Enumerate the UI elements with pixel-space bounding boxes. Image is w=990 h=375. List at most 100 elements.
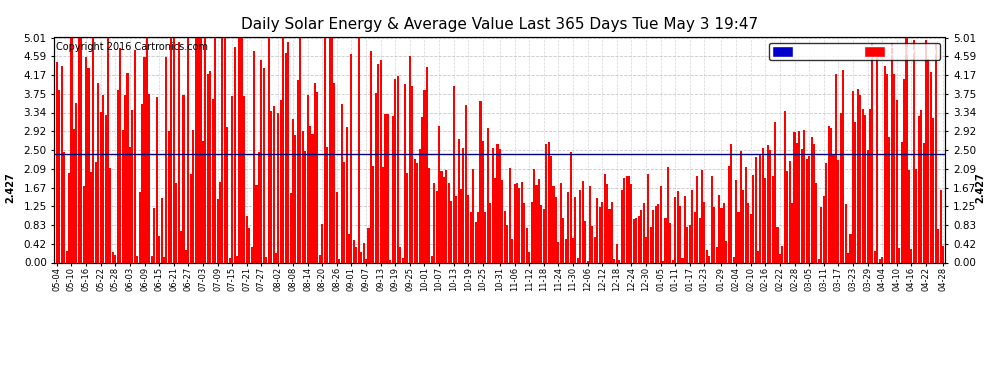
Bar bbox=[728, 166, 730, 262]
Bar bbox=[404, 84, 406, 262]
Bar bbox=[545, 144, 547, 262]
Bar bbox=[781, 246, 783, 262]
Bar bbox=[382, 167, 384, 262]
Bar bbox=[723, 203, 725, 262]
Bar bbox=[160, 198, 162, 262]
Bar bbox=[424, 90, 426, 262]
Bar bbox=[297, 81, 299, 262]
Bar bbox=[906, 38, 908, 262]
Bar bbox=[204, 38, 207, 262]
Bar bbox=[818, 259, 820, 262]
Bar bbox=[114, 255, 117, 262]
Bar bbox=[696, 176, 698, 262]
Bar bbox=[652, 210, 654, 262]
Bar bbox=[229, 258, 231, 262]
Bar bbox=[379, 60, 382, 262]
Bar bbox=[647, 174, 649, 262]
Bar bbox=[172, 38, 175, 262]
Bar bbox=[803, 130, 805, 262]
Bar bbox=[823, 196, 825, 262]
Bar bbox=[280, 100, 282, 262]
Bar bbox=[599, 207, 601, 262]
Bar bbox=[519, 188, 521, 262]
Bar bbox=[664, 217, 666, 262]
Bar bbox=[110, 168, 112, 262]
Bar bbox=[786, 171, 788, 262]
Bar bbox=[265, 257, 267, 262]
Bar bbox=[643, 203, 644, 262]
Bar bbox=[854, 122, 856, 262]
Bar bbox=[457, 140, 459, 262]
Bar bbox=[150, 256, 152, 262]
Bar bbox=[844, 204, 846, 262]
Bar bbox=[626, 176, 628, 262]
Bar bbox=[866, 150, 868, 262]
Bar bbox=[649, 227, 652, 262]
Bar bbox=[506, 225, 508, 262]
Bar bbox=[102, 95, 104, 262]
Bar bbox=[212, 99, 214, 262]
Bar bbox=[302, 131, 304, 262]
Bar bbox=[450, 201, 452, 262]
Bar bbox=[299, 38, 301, 262]
Bar bbox=[930, 72, 932, 262]
Bar bbox=[849, 234, 851, 262]
Bar bbox=[808, 156, 810, 262]
Bar bbox=[925, 40, 927, 262]
Bar bbox=[591, 226, 593, 262]
Bar bbox=[389, 260, 391, 262]
Bar bbox=[255, 185, 257, 262]
Bar bbox=[78, 38, 80, 262]
Bar bbox=[928, 59, 930, 262]
Bar bbox=[713, 207, 715, 262]
Bar bbox=[738, 212, 740, 262]
Bar bbox=[134, 51, 136, 262]
Bar bbox=[384, 114, 386, 262]
Bar bbox=[489, 203, 491, 262]
Bar bbox=[511, 239, 513, 262]
Bar bbox=[282, 38, 284, 262]
Bar bbox=[236, 256, 238, 262]
Bar bbox=[399, 247, 401, 262]
Bar bbox=[754, 157, 756, 262]
Bar bbox=[514, 184, 516, 262]
Bar bbox=[579, 190, 581, 262]
Bar bbox=[438, 126, 441, 262]
Bar bbox=[811, 137, 813, 262]
Text: 2.427: 2.427 bbox=[5, 172, 15, 203]
Text: Copyright 2016 Cartronics.com: Copyright 2016 Cartronics.com bbox=[56, 42, 208, 52]
Bar bbox=[357, 38, 359, 262]
Text: 2.427: 2.427 bbox=[975, 172, 985, 203]
Bar bbox=[314, 84, 316, 262]
Bar bbox=[856, 89, 859, 262]
Bar bbox=[886, 74, 888, 262]
Bar bbox=[940, 190, 941, 262]
Bar bbox=[776, 227, 778, 262]
Bar bbox=[669, 223, 671, 262]
Bar bbox=[842, 70, 844, 262]
Bar bbox=[153, 208, 155, 262]
Bar bbox=[107, 38, 109, 262]
Bar bbox=[533, 169, 535, 262]
Bar bbox=[893, 74, 895, 262]
Bar bbox=[577, 258, 579, 262]
Bar bbox=[55, 62, 58, 262]
Bar bbox=[222, 38, 224, 262]
Bar bbox=[146, 38, 148, 262]
Bar bbox=[757, 251, 759, 262]
Bar bbox=[294, 135, 296, 262]
Bar bbox=[95, 162, 97, 262]
Bar bbox=[219, 182, 221, 262]
Bar bbox=[716, 247, 718, 262]
Bar bbox=[569, 152, 571, 262]
Bar bbox=[321, 224, 324, 262]
Bar bbox=[465, 105, 467, 262]
Bar bbox=[469, 212, 472, 262]
Bar bbox=[277, 112, 279, 262]
Bar bbox=[538, 179, 540, 262]
Bar bbox=[122, 130, 124, 262]
Bar bbox=[749, 214, 751, 262]
Bar bbox=[941, 246, 944, 262]
Bar bbox=[144, 57, 146, 262]
Bar bbox=[686, 226, 688, 262]
